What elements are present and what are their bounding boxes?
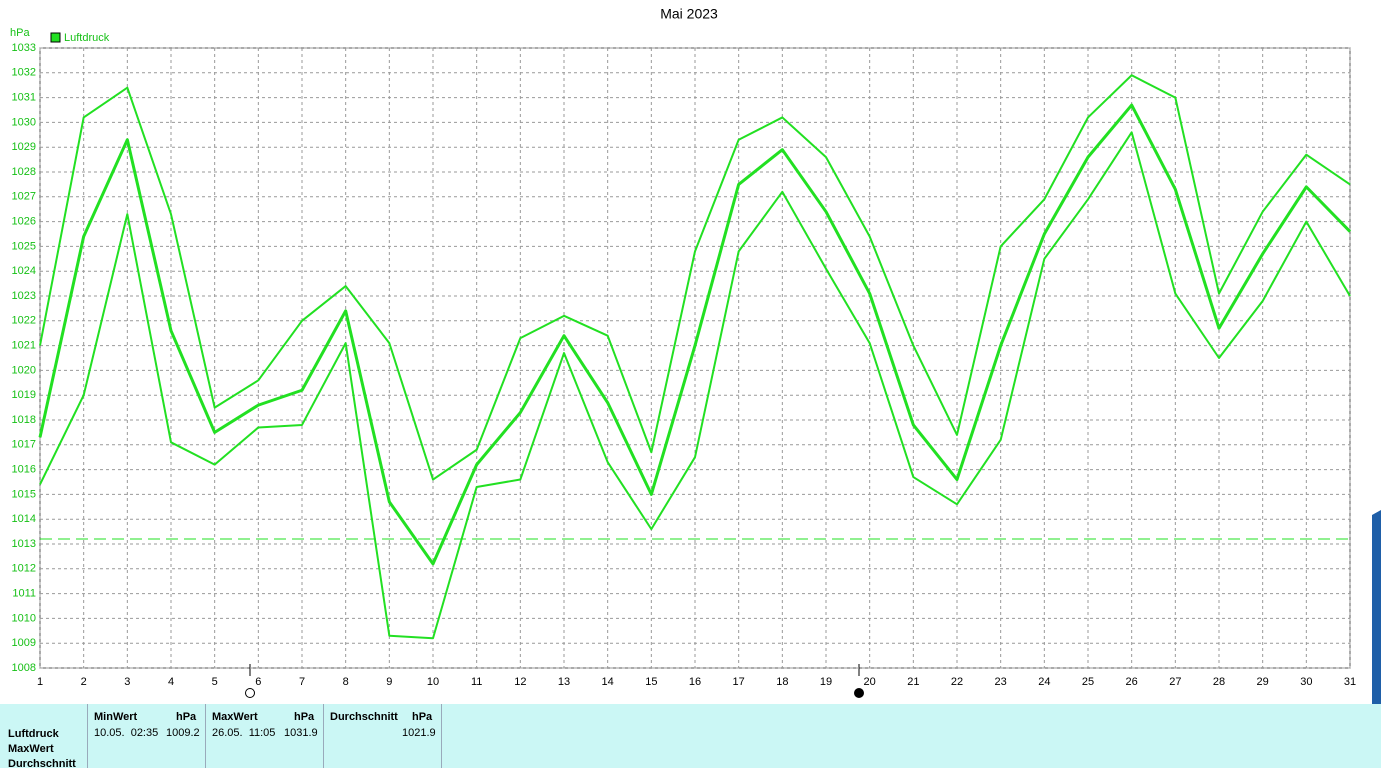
separator (205, 704, 206, 768)
separator (323, 704, 324, 768)
x-tick-label: 31 (1344, 676, 1356, 688)
value: 1021.9 (402, 727, 436, 739)
x-tick-label: 6 (255, 676, 261, 688)
x-tick-label: 14 (602, 676, 614, 688)
y-tick-label: 1028 (12, 166, 36, 178)
x-tick-label: 3 (124, 676, 130, 688)
x-tick-label: 8 (343, 676, 349, 688)
new-moon-icon (854, 688, 864, 698)
y-tick-label: 1027 (12, 191, 36, 203)
legend-label: Luftdruck (64, 32, 110, 44)
x-tick-label: 11 (471, 676, 482, 688)
row-label: MaxWert (8, 743, 54, 755)
y-tick-label: 1023 (12, 290, 36, 302)
x-tick-label: 4 (168, 676, 174, 688)
x-tick-label: 7 (299, 676, 305, 688)
x-tick-label: 10 (427, 676, 439, 688)
time: 10.05. 02:35 (94, 727, 159, 739)
row-label: Durchschnitt (8, 758, 76, 770)
y-tick-label: 1032 (12, 67, 36, 79)
x-tick-label: 27 (1169, 676, 1181, 688)
x-tick-label: 5 (212, 676, 218, 688)
value: 1009.2 (166, 727, 200, 739)
y-tick-label: 1021 (12, 340, 36, 352)
y-tick-label: 1010 (12, 612, 36, 624)
stats-panel: Luftdruck MaxWert Durchschnitt MinWert h… (0, 704, 1381, 770)
y-tick-label: 1012 (12, 563, 36, 575)
y-tick-label: 1011 (12, 588, 36, 600)
x-tick-label: 24 (1038, 676, 1050, 688)
x-tick-label: 28 (1213, 676, 1225, 688)
y-tick-label: 1014 (12, 513, 36, 525)
y-tick-label: 1009 (12, 637, 36, 649)
x-tick-label: 18 (776, 676, 788, 688)
x-tick-label: 20 (864, 676, 876, 688)
y-tick-label: 1025 (12, 240, 36, 252)
y-tick-label: 1019 (12, 389, 36, 401)
value: 1031.9 (284, 727, 318, 739)
y-tick-label: 1022 (12, 315, 36, 327)
y-tick-label: 1029 (12, 141, 36, 153)
y-tick-label: 1030 (12, 116, 36, 128)
full-moon-icon (245, 688, 255, 698)
side-decoration (1372, 510, 1381, 704)
y-tick-label: 1024 (12, 265, 36, 277)
x-tick-label: 16 (689, 676, 701, 688)
col-unit: hPa (294, 711, 315, 723)
x-tick-label: 19 (820, 676, 832, 688)
row-label: Luftdruck (8, 728, 59, 740)
y-tick-label: 1020 (12, 364, 36, 376)
time: 26.05. 11:05 (212, 727, 276, 739)
series-line (38, 103, 1352, 566)
chart: Mai 2023 hPa Luftdruck 10081009101010111… (10, 5, 1381, 704)
x-tick-label: 12 (514, 676, 526, 688)
col-header: Durchschnitt (330, 711, 398, 723)
y-tick-label: 1031 (12, 92, 36, 104)
x-tick-label: 9 (386, 676, 392, 688)
x-tick-label: 15 (645, 676, 657, 688)
y-unit: hPa (10, 27, 30, 39)
series-line (39, 74, 1351, 481)
y-tick-label: 1013 (12, 538, 36, 550)
x-tick-label: 26 (1126, 676, 1138, 688)
x-tick-label: 29 (1257, 676, 1269, 688)
y-tick-label: 1016 (12, 464, 36, 476)
y-tick-label: 1008 (12, 662, 36, 674)
y-tick-label: 1017 (12, 439, 36, 451)
x-tick-label: 17 (733, 676, 745, 688)
x-tick-label: 25 (1082, 676, 1094, 688)
y-tick-label: 1015 (12, 488, 36, 500)
x-tick-label: 30 (1300, 676, 1312, 688)
legend-swatch (50, 32, 61, 43)
series-line (39, 131, 1351, 640)
x-tick-label: 1 (37, 676, 43, 688)
col-unit: hPa (412, 711, 433, 723)
separator (87, 704, 88, 768)
col-header: MaxWert (212, 711, 258, 723)
col-header: MinWert (94, 711, 138, 723)
x-tick-label: 2 (81, 676, 87, 688)
x-tick-label: 23 (995, 676, 1007, 688)
separator (441, 704, 442, 768)
x-tick-label: 21 (907, 676, 919, 688)
y-tick-label: 1033 (12, 42, 36, 54)
y-tick-label: 1018 (12, 414, 36, 426)
col-unit: hPa (176, 711, 197, 723)
y-tick-label: 1026 (12, 216, 36, 228)
x-tick-label: 13 (558, 676, 570, 688)
chart-title: Mai 2023 (660, 6, 718, 22)
x-tick-label: 22 (951, 676, 963, 688)
